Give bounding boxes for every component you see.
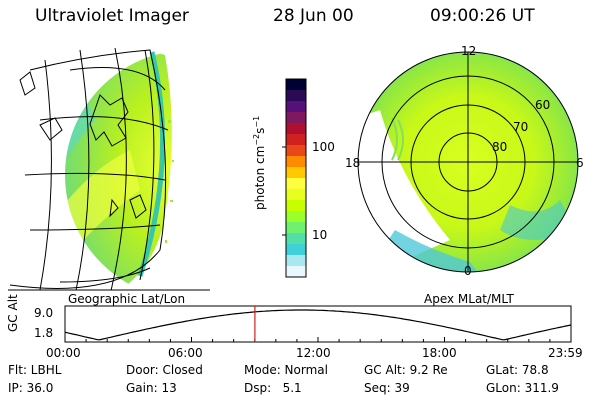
status-mode: Mode: Normal xyxy=(244,363,328,377)
instrument-title: Ultraviolet Imager xyxy=(35,6,189,26)
time-label-0000: 00:00 xyxy=(46,346,81,360)
geographic-image-panel xyxy=(8,47,210,290)
colorbar-stripe xyxy=(286,145,306,157)
mlt-label-midnight: 0 xyxy=(464,264,472,278)
altitude-axis-label: GC Alt xyxy=(6,294,20,332)
status-gc-alt: GC Alt: 9.2 Re xyxy=(364,363,448,377)
colorbar-stripe xyxy=(286,244,306,256)
status-dsp: Dsp: 5.1 xyxy=(244,381,302,395)
colorbar-stripe xyxy=(286,156,306,168)
colorbar-stripe xyxy=(286,90,306,102)
colorbar-stripe xyxy=(286,200,306,212)
colorbar-stripe xyxy=(286,112,306,124)
status-seq: Seq: 39 xyxy=(364,381,410,395)
right-panel-caption: Apex MLat/MLT xyxy=(424,292,514,306)
mlt-label-dusk: 18 xyxy=(345,156,361,170)
colorbar-stripe xyxy=(286,211,306,223)
left-panel-caption: Geographic Lat/Lon xyxy=(68,292,186,306)
status-glon: GLon: 311.9 xyxy=(486,381,559,395)
colorbar-tick-10: 10 xyxy=(312,228,328,242)
mlt-label-noon: 12 xyxy=(461,44,477,58)
altitude-min-label: 1.8 xyxy=(34,326,54,340)
status-filter: Flt: LBHL xyxy=(8,363,62,377)
colorbar-stripe xyxy=(286,101,306,113)
colorbar-stripe xyxy=(286,189,306,201)
mlat-label-70: 70 xyxy=(513,120,529,134)
status-gain: Gain: 13 xyxy=(126,381,177,395)
time-label-0600: 06:00 xyxy=(168,346,203,360)
altitude-plot xyxy=(64,305,572,343)
colorbar-stripe xyxy=(286,266,306,278)
altitude-max-label: 9.0 xyxy=(34,306,54,320)
colorbar-stripe xyxy=(286,233,306,245)
colorbar-stripe xyxy=(286,134,306,146)
mlat-label-80: 80 xyxy=(492,140,508,154)
status-glat: GLat: 78.8 xyxy=(486,363,549,377)
colorbar-unit-label: photon cm−2s−1 xyxy=(252,115,267,210)
colorbar-stripe xyxy=(286,255,306,267)
mlt-label-dawn: 6 xyxy=(576,156,584,170)
colorbar-stripe xyxy=(286,178,306,190)
status-door: Door: Closed xyxy=(126,363,203,377)
polar-image-panel xyxy=(357,51,579,273)
mlat-label-60: 60 xyxy=(535,98,551,112)
time-label-1200: 12:00 xyxy=(296,346,331,360)
colorbar-stripe xyxy=(286,167,306,179)
image-date: 28 Jun 00 xyxy=(273,6,354,26)
colorbar-stripe xyxy=(286,222,306,234)
colorbar-tick-100: 100 xyxy=(312,140,335,154)
colorbar-stripe xyxy=(286,79,306,91)
colorbar-stripe xyxy=(286,123,306,135)
colorbar xyxy=(282,78,307,278)
time-label-2359: 23:59 xyxy=(548,346,583,360)
status-ip: IP: 36.0 xyxy=(8,381,54,395)
time-label-1800: 18:00 xyxy=(422,346,457,360)
image-time: 09:00:26 UT xyxy=(430,6,535,26)
